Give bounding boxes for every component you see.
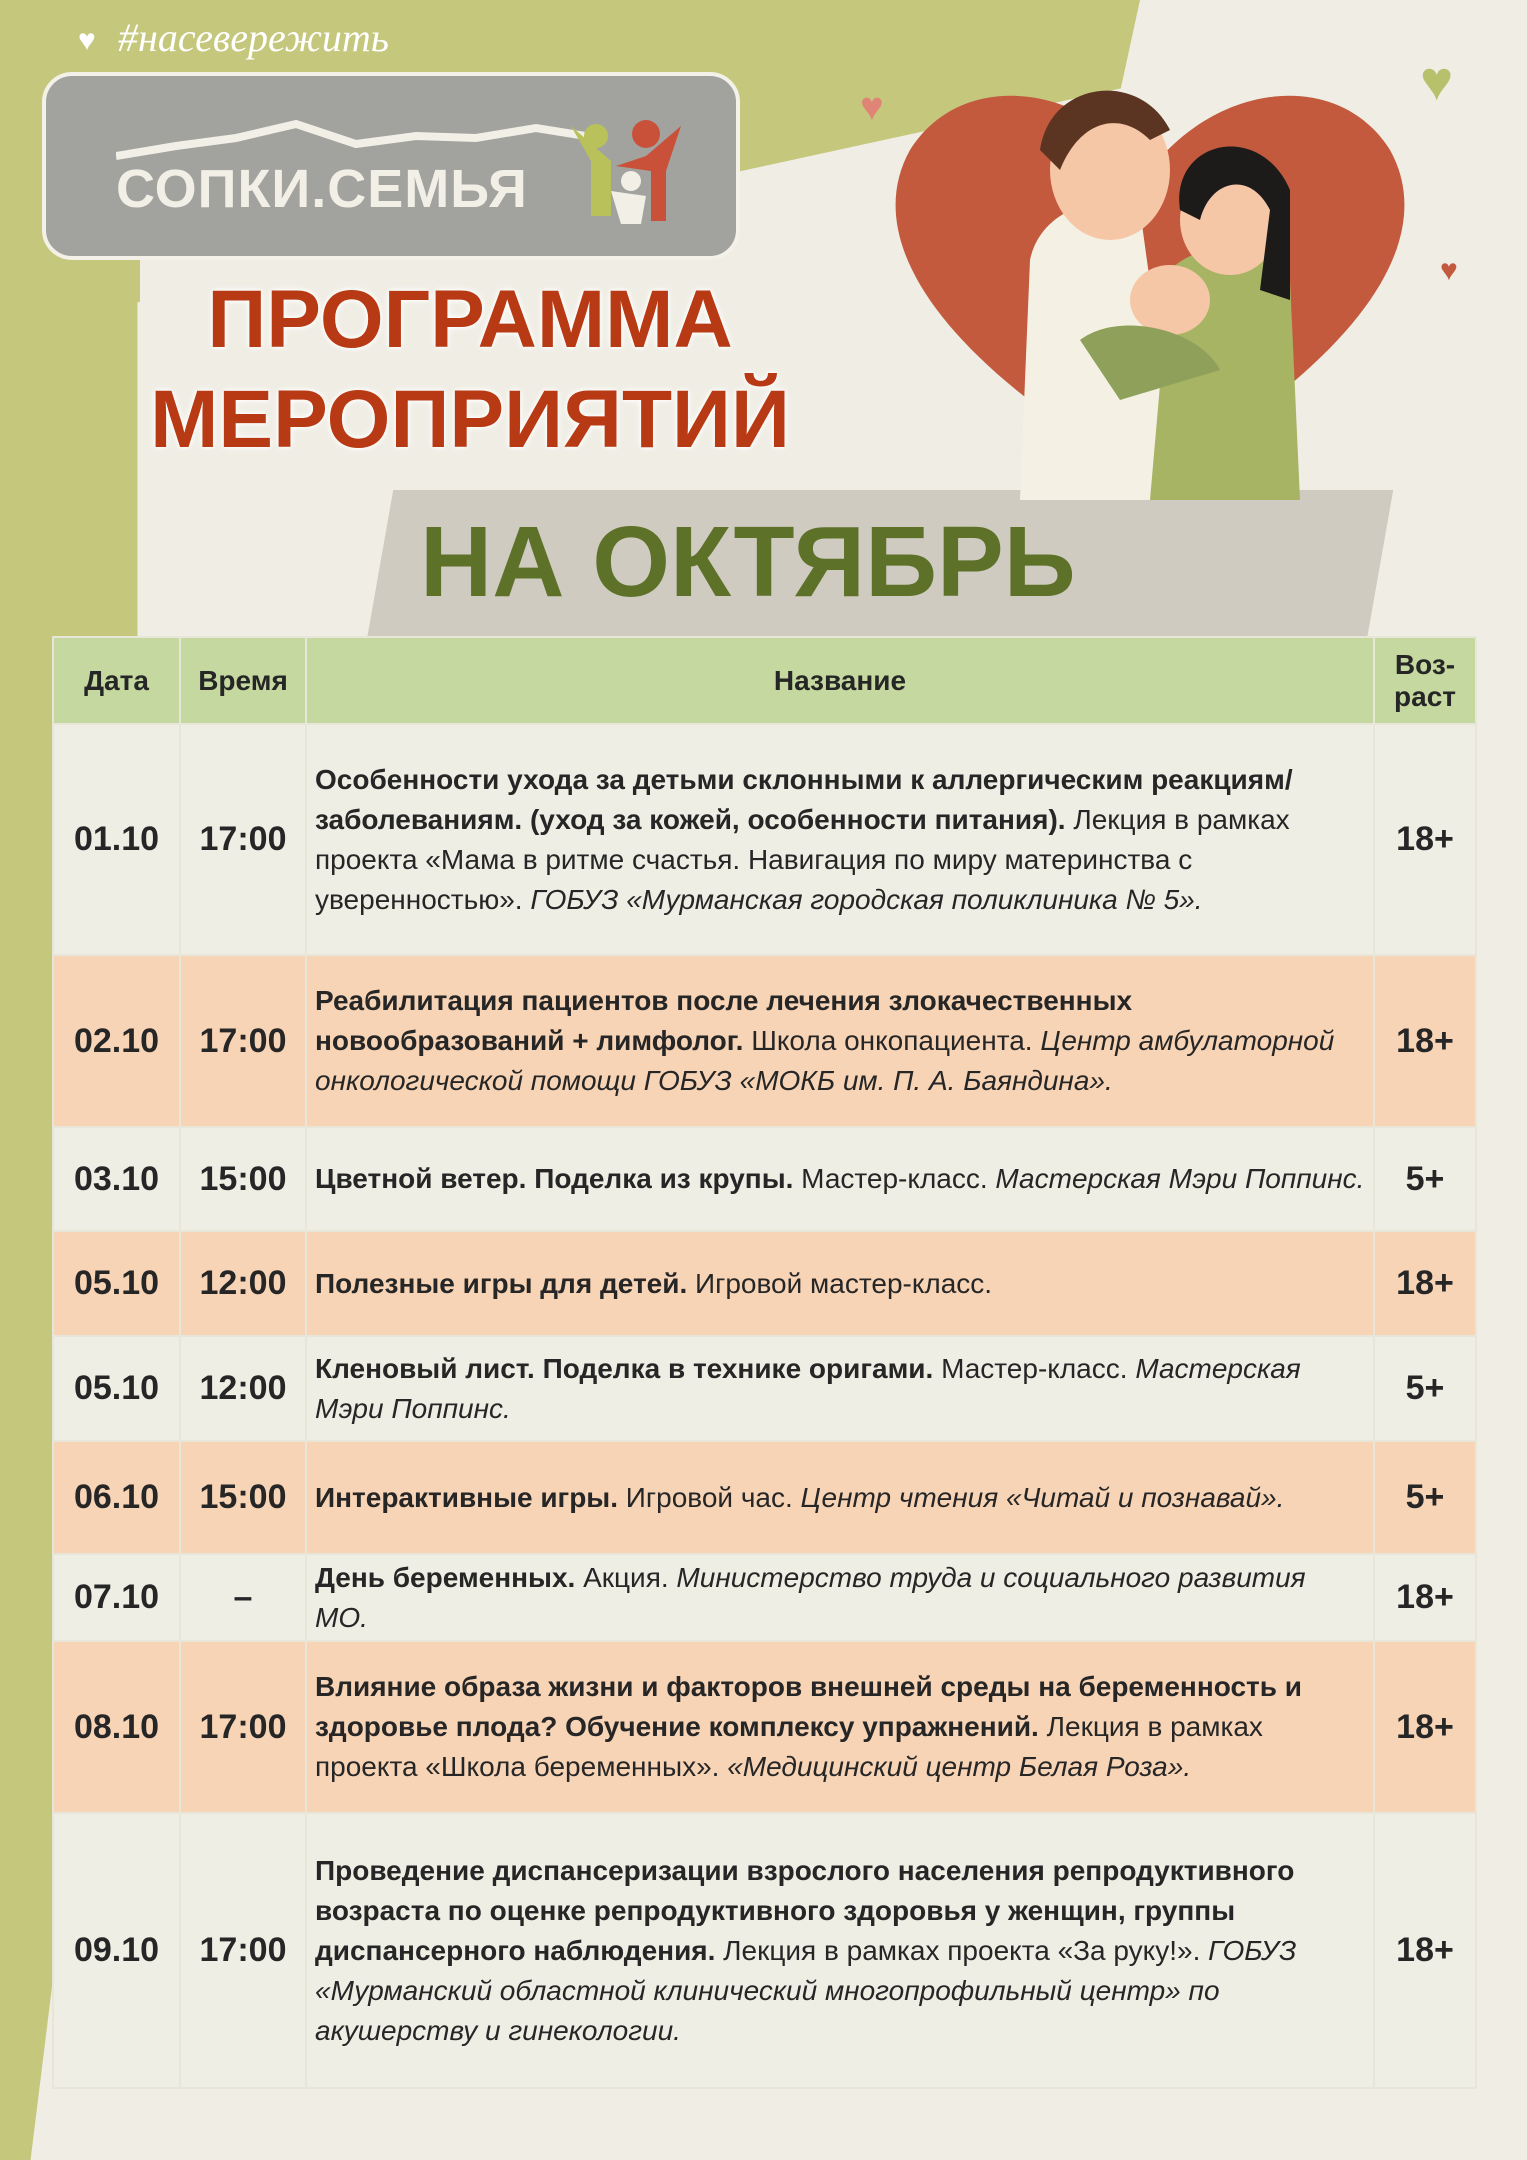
event-organizer: «Медицинский центр Белая Роза». bbox=[727, 1751, 1192, 1782]
event-title: День беременных. bbox=[315, 1561, 576, 1593]
heart-icon: ♥ bbox=[860, 85, 884, 129]
event-date: 09.10 bbox=[52, 1812, 181, 2089]
event-title: Проведение диспансеризации взрослого нас… bbox=[315, 1854, 1295, 1966]
table-row: 09.10 17:00 Проведение диспансеризации взр… bbox=[52, 1812, 1477, 2089]
event-description: Реабилитация пациентов после лечения зло… bbox=[305, 954, 1375, 1128]
event-date: 07.10 bbox=[52, 1553, 181, 1642]
event-age: 5+ bbox=[1373, 1440, 1477, 1555]
table-row: 03.10 15:00 Цветной ветер. Поделка из круп… bbox=[52, 1126, 1477, 1232]
heart-icon: ♥ bbox=[1440, 254, 1458, 287]
event-description: Особенности ухода за детьми склонными к … bbox=[305, 723, 1375, 956]
family-icon bbox=[571, 120, 681, 224]
event-title: Цветной ветер. Поделка из крупы. bbox=[315, 1163, 794, 1194]
table-row: 02.10 17:00 Реабилитация пациентов после л… bbox=[52, 954, 1477, 1128]
heart-icon: ♥ bbox=[1420, 49, 1453, 112]
event-age: 18+ bbox=[1373, 954, 1477, 1128]
heart-icon: ♥ bbox=[78, 24, 96, 57]
event-time: 17:00 bbox=[179, 1812, 307, 2089]
event-time: 15:00 bbox=[179, 1126, 307, 1232]
event-type: Игровой мастер-класс. bbox=[687, 1267, 993, 1299]
event-time: – bbox=[179, 1553, 307, 1642]
event-date: 02.10 bbox=[52, 954, 181, 1128]
event-title: Особенности ухода за детьми склонными к … bbox=[315, 763, 1293, 835]
event-time: 12:00 bbox=[179, 1335, 307, 1442]
page-title: ПРОГРАММА МЕРОПРИЯТИЙ bbox=[130, 270, 810, 470]
event-title: Интерактивные игры. bbox=[315, 1481, 618, 1513]
event-description: День беременных. Акция. Министерство тру… bbox=[305, 1553, 1375, 1642]
event-description: Интерактивные игры. Игровой час. Центр ч… bbox=[305, 1440, 1375, 1555]
events-table: Дата Время Название Воз-раст 01.10 17:00 О… bbox=[52, 636, 1477, 2089]
title-line-1: ПРОГРАММА bbox=[207, 274, 733, 365]
event-age: 18+ bbox=[1373, 723, 1477, 956]
table-row: 07.10– День беременных. Акция. Министерст… bbox=[52, 1553, 1477, 1642]
event-type: Акция. bbox=[575, 1561, 677, 1593]
event-type: Лекция в рамках проекта «Школа беременны… bbox=[315, 1711, 1263, 1782]
table-row: 08.10 17:00 Влияние образа жизни и факторо… bbox=[52, 1640, 1477, 1814]
event-description: Цветной ветер. Поделка из крупы. Мастер-… bbox=[305, 1126, 1375, 1232]
event-organizer: ГОБУЗ «Мурманский областной клинический … bbox=[315, 1934, 1297, 2046]
event-description: Проведение диспансеризации взрослого нас… bbox=[305, 1812, 1375, 2089]
event-organizer: Мастерская Мэри Поппинс. bbox=[315, 1352, 1301, 1424]
event-age: 18+ bbox=[1373, 1812, 1477, 2089]
event-time: 17:00 bbox=[179, 1640, 307, 1814]
event-description: Влияние образа жизни и факторов внешней … bbox=[305, 1640, 1375, 1814]
event-time: 17:00 bbox=[179, 954, 307, 1128]
event-title: Реабилитация пациентов после лечения зло… bbox=[315, 985, 1133, 1056]
column-header-date: Дата bbox=[52, 636, 181, 725]
event-title: Влияние образа жизни и факторов внешней … bbox=[315, 1671, 1302, 1742]
table-row: 05.10 12:00 Полезные игры для детей. Игров… bbox=[52, 1230, 1477, 1337]
event-type: Мастер-класс. bbox=[933, 1352, 1136, 1384]
event-description: Полезные игры для детей. Игровой мастер-… bbox=[305, 1230, 1375, 1337]
event-description: Кленовый лист. Поделка в технике оригами… bbox=[305, 1335, 1375, 1442]
event-organizer: Мастерская Мэри Поппинс. bbox=[995, 1163, 1365, 1194]
event-time: 17:00 bbox=[179, 723, 307, 956]
event-age: 5+ bbox=[1373, 1335, 1477, 1442]
column-header-age: Воз-раст bbox=[1373, 636, 1477, 725]
event-date: 03.10 bbox=[52, 1126, 181, 1232]
event-time: 12:00 bbox=[179, 1230, 307, 1337]
column-header-time: Время bbox=[179, 636, 307, 725]
event-date: 08.10 bbox=[52, 1640, 181, 1814]
event-age: 5+ bbox=[1373, 1126, 1477, 1232]
event-organizer: Министерство труда и социального развити… bbox=[315, 1561, 1306, 1633]
event-type: Лекция в рамках проекта «За руку!». bbox=[715, 1934, 1209, 1966]
event-title: Полезные игры для детей. bbox=[315, 1267, 688, 1299]
event-organizer: ГОБУЗ «Мурманская городская поликлиника … bbox=[530, 883, 1203, 915]
event-age: 18+ bbox=[1373, 1553, 1477, 1642]
event-date: 05.10 bbox=[52, 1230, 181, 1337]
hashtag: #насевережить bbox=[118, 15, 389, 60]
logo-text: СОПКИ.СЕМЬЯ bbox=[116, 159, 528, 219]
event-type: Лекция в рамках проекта «Мама в ритме сч… bbox=[315, 803, 1290, 915]
event-date: 01.10 bbox=[52, 723, 181, 956]
event-organizer: Центр чтения «Читай и познавай». bbox=[800, 1481, 1285, 1513]
column-header-name: Название bbox=[305, 636, 1375, 725]
table-row: 06.10 15:00 Интерактивные игры. Игровой ча… bbox=[52, 1440, 1477, 1555]
mountains-icon bbox=[116, 119, 586, 160]
page-subtitle: НА ОКТЯБРЬ bbox=[420, 506, 1076, 618]
table-header: Дата Время Название Воз-раст bbox=[52, 636, 1477, 725]
family-illustration: ♥ ♥ ♥ bbox=[860, 49, 1458, 500]
event-age: 18+ bbox=[1373, 1640, 1477, 1814]
event-type: Игровой час. bbox=[618, 1481, 801, 1513]
table-row: 05.10 12:00 Кленовый лист. Поделка в техни… bbox=[52, 1335, 1477, 1442]
table-row: 01.10 17:00 Особенности ухода за детьми ск… bbox=[52, 723, 1477, 956]
logo: СОПКИ.СЕМЬЯ bbox=[42, 72, 740, 260]
event-date: 06.10 bbox=[52, 1440, 181, 1555]
event-age: 18+ bbox=[1373, 1230, 1477, 1337]
event-type: Школа онкопациента. bbox=[743, 1025, 1041, 1056]
event-date: 05.10 bbox=[52, 1335, 181, 1442]
event-time: 15:00 bbox=[179, 1440, 307, 1555]
event-title: Кленовый лист. Поделка в технике оригами… bbox=[315, 1352, 934, 1384]
title-line-2: МЕРОПРИЯТИЙ bbox=[150, 374, 790, 465]
event-type: Мастер-класс. bbox=[793, 1163, 996, 1194]
event-organizer: Центр амбулаторной онкологической помощи… bbox=[315, 1025, 1335, 1096]
